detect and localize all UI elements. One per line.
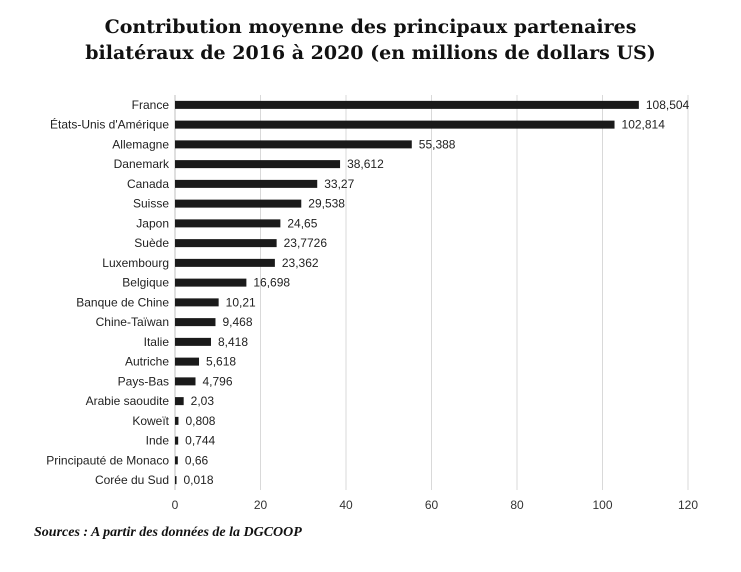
- category-label: Danemark: [114, 157, 170, 171]
- x-tick-label: 0: [172, 498, 179, 512]
- data-label: 108,504: [646, 98, 690, 112]
- category-label: France: [132, 98, 170, 112]
- bar: [175, 476, 177, 485]
- source-note: Sources : A partir des données de la DGC…: [34, 525, 302, 540]
- chart-title-line-2: bilatéraux de 2016 à 2020 (en millions d…: [85, 42, 656, 64]
- bar: [175, 397, 184, 406]
- category-label: Inde: [146, 434, 170, 448]
- data-label: 0,808: [185, 414, 215, 428]
- chart-title-line-1: Contribution moyenne des principaux part…: [104, 16, 637, 38]
- category-label: Corée du Sud: [95, 473, 169, 487]
- category-label: Suède: [134, 236, 169, 250]
- bar: [175, 219, 281, 228]
- data-label: 4,796: [203, 374, 233, 388]
- data-label: 0,66: [185, 453, 209, 467]
- data-label: 29,538: [308, 197, 345, 211]
- data-label: 33,27: [324, 177, 354, 191]
- bar: [175, 199, 302, 208]
- data-label: 8,418: [218, 335, 248, 349]
- bar: [175, 100, 639, 109]
- category-label: Luxembourg: [102, 256, 169, 270]
- data-label: 55,388: [419, 137, 456, 151]
- x-tick-label: 80: [510, 498, 524, 512]
- data-label: 0,018: [184, 473, 214, 487]
- category-label: Pays-Bas: [118, 374, 169, 388]
- category-label: Japon: [136, 216, 169, 230]
- category-label: Autriche: [125, 355, 169, 369]
- x-tick-label: 120: [678, 498, 698, 512]
- data-label: 10,21: [226, 295, 256, 309]
- bar: [175, 278, 247, 287]
- category-label: Arabie saoudite: [86, 394, 170, 408]
- category-label: Banque de Chine: [76, 295, 169, 309]
- category-label: Italie: [144, 335, 170, 349]
- bar: [175, 160, 341, 169]
- bar: [175, 456, 178, 465]
- bar: [175, 416, 179, 425]
- category-label: Canada: [127, 177, 169, 191]
- category-label: Suisse: [133, 197, 169, 211]
- bar: [175, 436, 179, 445]
- category-label: États-Unis d'Amérique: [50, 117, 169, 132]
- bar: [175, 298, 219, 307]
- bar: [175, 239, 277, 248]
- bar: [175, 337, 211, 346]
- data-label: 5,618: [206, 355, 236, 369]
- bar: [175, 120, 615, 129]
- bar: [175, 357, 200, 366]
- x-tick-label: 100: [592, 498, 612, 512]
- category-label: Chine-Taïwan: [96, 315, 169, 329]
- data-label: 23,7726: [284, 236, 328, 250]
- bar: [175, 258, 275, 267]
- data-label: 9,468: [222, 315, 252, 329]
- x-tick-label: 40: [339, 498, 353, 512]
- x-tick-label: 20: [254, 498, 268, 512]
- bar: [175, 318, 216, 327]
- data-label: 2,03: [191, 394, 215, 408]
- data-label: 102,814: [622, 118, 666, 132]
- bar: [175, 179, 318, 188]
- category-label: Belgique: [122, 276, 169, 290]
- data-label: 16,698: [253, 276, 290, 290]
- bar: [175, 377, 196, 386]
- data-label: 38,612: [347, 157, 384, 171]
- data-label: 0,744: [185, 434, 215, 448]
- category-label: Allemagne: [112, 137, 169, 151]
- x-tick-label: 60: [425, 498, 439, 512]
- data-label: 24,65: [287, 216, 317, 230]
- chart-title: Contribution moyenne des principaux part…: [0, 14, 741, 66]
- category-label: Principauté de Monaco: [46, 453, 169, 467]
- data-label: 23,362: [282, 256, 319, 270]
- bar: [175, 140, 412, 149]
- category-label: Koweït: [132, 414, 169, 428]
